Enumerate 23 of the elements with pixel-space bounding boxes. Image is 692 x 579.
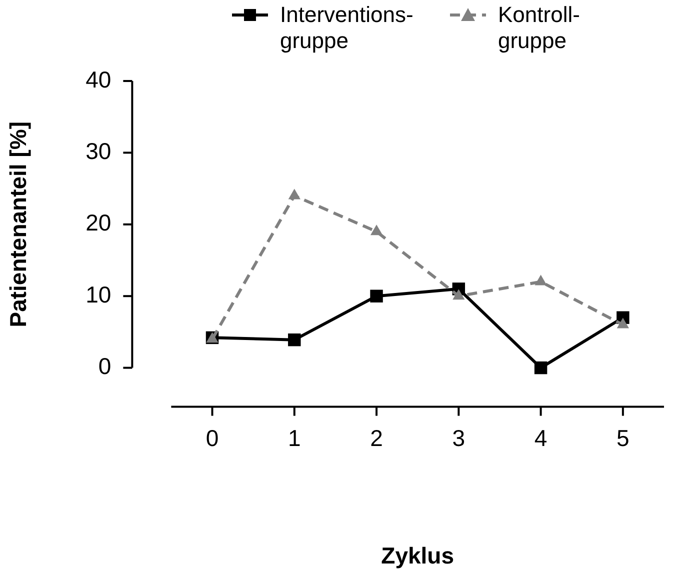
point [452,289,465,300]
y-tick-label: 0 [98,353,112,380]
point [288,333,301,346]
y-axis-title: Patientenanteil [%] [5,122,32,328]
point [534,361,548,374]
y-tick-label: 30 [86,138,112,164]
x-tick-label: 2 [370,424,383,451]
x-tick-label: 4 [534,424,548,451]
point [288,188,300,200]
x-tick-label: 0 [206,424,219,451]
x-tick-label: 5 [616,424,630,451]
legend-label: Interventions-gruppe [280,2,414,54]
y-tick-label: 10 [86,281,112,308]
point [616,318,629,328]
x-axis-title: Zyklus [381,542,454,569]
x-tick-label: 3 [452,424,466,451]
point [370,290,383,302]
point [370,224,383,236]
y-tick-label: 40 [86,66,112,92]
x-tick-label: 1 [288,424,301,451]
y-tick-label: 20 [86,210,112,236]
point [534,274,547,286]
legend-label: Kontroll-gruppe [498,2,581,54]
